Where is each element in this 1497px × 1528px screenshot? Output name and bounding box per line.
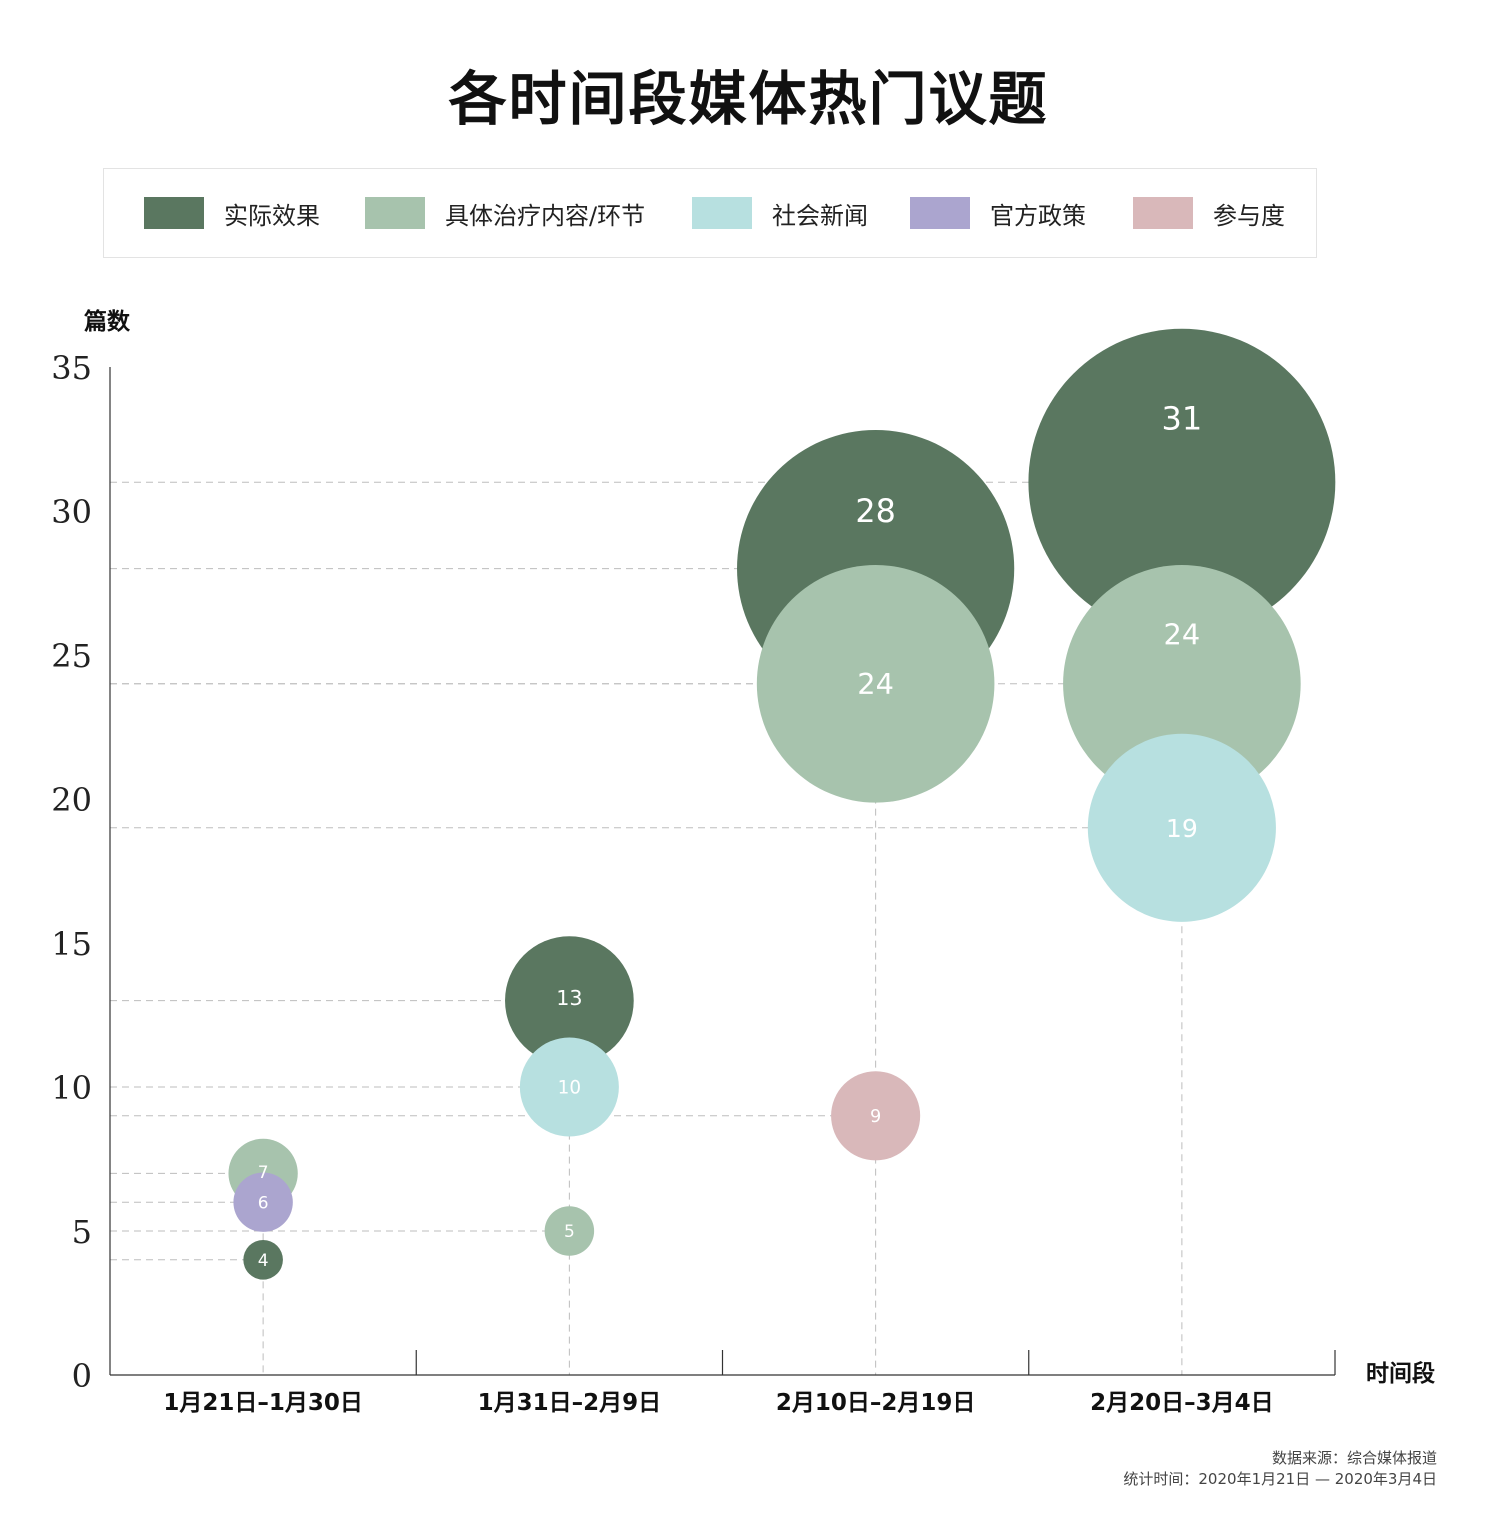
legend-swatch [365, 197, 425, 229]
legend-label: 官方政策 [990, 201, 1086, 230]
y-tick-label: 35 [51, 349, 92, 387]
bubble-value-label: 10 [558, 1078, 581, 1099]
legend-item-participation: 参与度 [1133, 197, 1285, 230]
bubble [243, 1240, 283, 1280]
bubble-value-label: 19 [1166, 814, 1198, 843]
x-tick-label: 1月21日–1月30日 [163, 1390, 363, 1416]
legend-label: 实际效果 [224, 201, 320, 230]
legend-label: 具体治疗内容/环节 [445, 201, 646, 230]
legend-label: 社会新闻 [772, 201, 868, 230]
bubble-value-label: 13 [556, 986, 582, 1010]
bubble-value-label: 31 [1162, 399, 1203, 437]
y-tick-label: 15 [51, 925, 92, 963]
legend-label: 参与度 [1213, 201, 1285, 230]
legend: 实际效果 具体治疗内容/环节 社会新闻 官方政策 参与度 [103, 168, 1317, 258]
data-source-note: 数据来源：综合媒体报道 [1271, 1449, 1437, 1467]
legend-swatch [144, 197, 204, 229]
bubble [505, 936, 634, 1065]
y-tick-label: 0 [72, 1357, 92, 1395]
bubble-value-label: 28 [855, 493, 895, 530]
legend-swatch [910, 197, 970, 229]
bubble [1028, 328, 1336, 636]
bubble [756, 565, 995, 803]
bubble-value-label: 5 [564, 1222, 575, 1242]
y-tick-label: 5 [72, 1213, 92, 1251]
bubble [1063, 565, 1301, 803]
bubble [544, 1206, 595, 1256]
legend-item-actual-effect: 实际效果 [144, 197, 320, 230]
x-tick-label: 2月20日–3月4日 [1090, 1390, 1274, 1416]
y-tick-label: 25 [51, 637, 92, 675]
bubble-value-label: 7 [258, 1163, 269, 1183]
y-axis-title: 篇数 [84, 309, 130, 335]
legend-item-social-news: 社会新闻 [692, 197, 868, 230]
period-note: 统计时间：2020年1月21日 — 2020年3月4日 [1123, 1470, 1437, 1488]
legend-swatch [1133, 197, 1193, 229]
bubble-value-label: 9 [870, 1107, 881, 1127]
footer-notes: 数据来源：综合媒体报道 统计时间：2020年1月21日 — 2020年3月4日 [1123, 1448, 1437, 1490]
x-tick-label: 1月31日–2月9日 [478, 1390, 662, 1416]
y-tick-label: 30 [51, 493, 92, 531]
x-axis-title: 时间段 [1366, 1361, 1435, 1387]
legend-item-treatment: 具体治疗内容/环节 [365, 197, 646, 230]
y-tick-label: 10 [51, 1069, 92, 1107]
bubble [831, 1071, 921, 1161]
x-tick-label: 2月10日–2月19日 [776, 1390, 976, 1416]
bubble-value-label: 6 [258, 1193, 269, 1213]
y-tick-label: 20 [51, 781, 92, 819]
bubble [519, 1037, 619, 1137]
bubble-value-label: 24 [1164, 617, 1201, 651]
bubble-value-label: 4 [258, 1251, 269, 1271]
legend-swatch [692, 197, 752, 229]
chart-title: 各时间段媒体热门议题 [448, 65, 1049, 133]
bubble-value-label: 24 [857, 667, 894, 701]
bubble [233, 1172, 293, 1232]
bubble [1087, 733, 1276, 922]
legend-item-official-policy: 官方政策 [910, 197, 1086, 230]
